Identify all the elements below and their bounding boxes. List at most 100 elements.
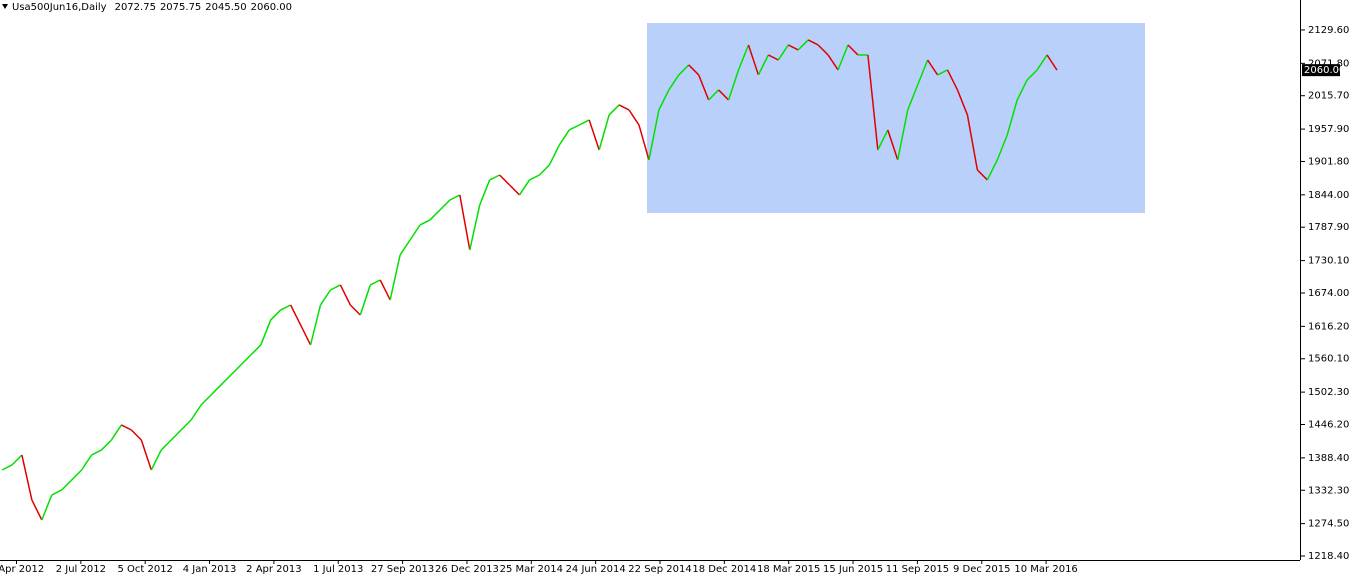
price-segment: [369, 279, 381, 286]
price-segment: [41, 494, 53, 521]
price-segment: [777, 44, 789, 61]
price-segment: [160, 439, 172, 451]
current-price-box: [1302, 64, 1340, 77]
price-segment: [648, 109, 660, 161]
price-segment: [768, 54, 779, 61]
price-segment: [11, 454, 23, 466]
price-segment: [489, 174, 500, 181]
x-tick-label: 24 Jun 2014: [566, 564, 626, 575]
chart-title: Usa500Jun16,Daily: [12, 2, 107, 13]
price-segment: [727, 69, 740, 101]
x-tick-label: 1 Apr 2012: [0, 564, 44, 575]
x-tick-label: 1 Jul 2013: [313, 564, 363, 575]
x-tick-label: 10 Mar 2016: [1014, 564, 1077, 575]
price-segment: [668, 74, 680, 91]
price-segment: [230, 364, 242, 376]
x-tick-label: 2 Apr 2013: [246, 564, 301, 575]
price-segment: [757, 54, 770, 76]
price-segment: [827, 54, 839, 71]
y-tick-label: 1901.80: [1308, 156, 1349, 167]
ohlc-value: 2060.00: [251, 2, 292, 13]
y-tick-label: 2015.70: [1308, 91, 1349, 102]
price-segment: [976, 169, 988, 181]
price-segment: [658, 89, 670, 111]
price-segment: [847, 44, 859, 56]
price-segment: [638, 124, 650, 161]
price-segment: [349, 304, 361, 316]
price-segment: [996, 134, 1008, 161]
price-segment: [1, 464, 13, 471]
price-segment: [319, 289, 332, 306]
price-segment: [618, 104, 630, 111]
price-segment: [409, 224, 421, 241]
price-segment: [718, 89, 730, 101]
price-segment: [946, 69, 959, 91]
current-price-label: 2060.00: [1304, 65, 1345, 76]
price-segment: [588, 119, 600, 151]
y-tick-label: 1274.50: [1308, 519, 1349, 530]
y-tick-label: 2071.80: [1308, 58, 1349, 69]
price-segment: [140, 439, 153, 471]
y-tick-label: 1502.30: [1308, 387, 1349, 398]
x-tick-label: 11 Sep 2015: [886, 564, 949, 575]
price-segment: [419, 219, 431, 226]
price-segment: [837, 44, 849, 71]
price-segment: [61, 479, 73, 491]
price-segment: [678, 64, 690, 76]
price-segment: [1016, 79, 1028, 101]
y-tick-label: 1730.10: [1308, 256, 1349, 267]
price-segment: [150, 449, 162, 471]
price-segment: [71, 469, 83, 481]
price-segment: [568, 124, 580, 131]
price-segment: [210, 384, 222, 396]
price-segment: [578, 119, 590, 126]
price-segment: [887, 129, 899, 161]
price-segment: [548, 144, 561, 166]
price-segment: [449, 194, 461, 201]
price-segment: [330, 284, 341, 291]
price-segment: [608, 104, 620, 116]
price-segment: [289, 304, 302, 326]
y-tick-label: 1218.40: [1308, 551, 1349, 562]
price-segment: [509, 184, 521, 196]
price-segment: [966, 114, 979, 171]
price-segment: [926, 59, 939, 76]
price-segment: [280, 304, 291, 311]
price-segment: [429, 209, 441, 221]
price-segment: [469, 204, 481, 251]
ohlc-value: 2075.75: [160, 2, 201, 13]
price-segment: [518, 179, 531, 196]
y-tick-label: 2129.60: [1308, 25, 1349, 36]
price-segment: [708, 89, 720, 101]
x-tick-label: 9 Dec 2015: [953, 564, 1011, 575]
menu-arrow[interactable]: [2, 4, 8, 9]
price-segment: [529, 174, 540, 181]
highlight-zone: [647, 23, 1145, 213]
price-segment: [698, 74, 710, 101]
price-segment: [1036, 54, 1048, 71]
price-segment: [80, 454, 93, 471]
price-segment: [220, 374, 232, 386]
y-tick-label: 1844.00: [1308, 190, 1349, 201]
price-segment: [190, 404, 202, 421]
price-segment: [877, 129, 889, 151]
price-segment: [737, 44, 750, 71]
y-tick-label: 1674.00: [1308, 288, 1349, 299]
price-segment: [130, 429, 142, 441]
y-tick-label: 1957.90: [1308, 124, 1349, 135]
price-segment: [31, 499, 43, 521]
price-segment: [399, 239, 411, 256]
price-segment: [21, 454, 33, 501]
price-segment: [250, 344, 262, 356]
price-segment: [897, 109, 909, 161]
y-tick-label: 1388.40: [1308, 453, 1349, 464]
price-segment: [91, 449, 102, 456]
price-segment: [499, 174, 511, 186]
price-segment: [260, 319, 272, 346]
x-tick-label: 22 Sep 2014: [628, 564, 691, 575]
price-segment: [598, 114, 610, 151]
price-segment: [359, 284, 371, 316]
price-segment: [787, 44, 799, 51]
x-tick-label: 18 Mar 2015: [757, 564, 820, 575]
